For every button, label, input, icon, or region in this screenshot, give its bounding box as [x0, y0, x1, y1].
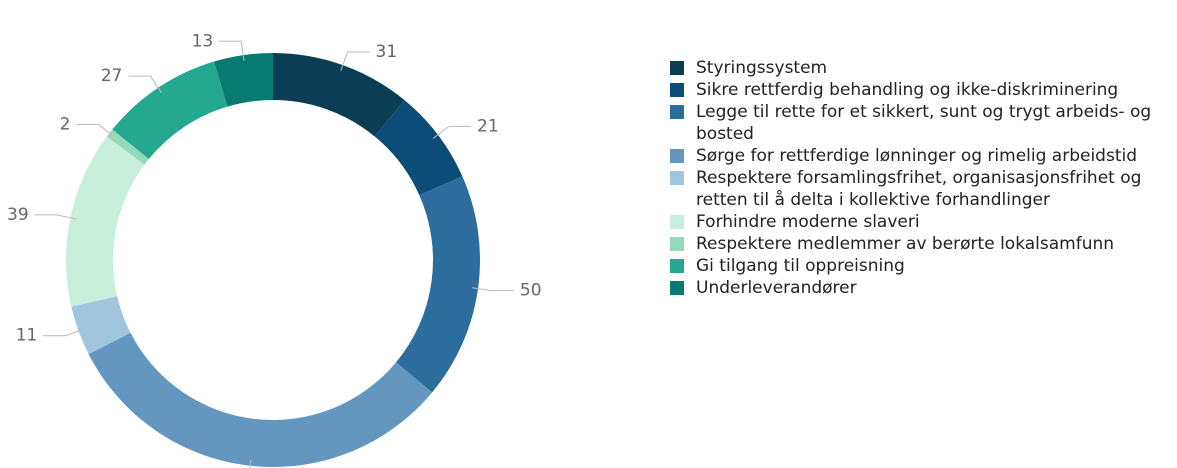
data-label: 50	[520, 281, 542, 301]
legend: Styringssystem Sikre rettferdig behandlin…	[670, 57, 1177, 299]
donut-slice	[66, 136, 145, 307]
legend-item: Gi tilgang til oppreisning	[670, 255, 1177, 277]
data-label: 27	[101, 66, 123, 86]
data-label: 21	[477, 116, 499, 136]
legend-swatch	[670, 215, 684, 229]
leader-line	[43, 328, 85, 337]
data-label: 39	[7, 205, 29, 225]
legend-label: Respektere medlemmer av berørte lokalsam…	[696, 234, 1115, 254]
donut-slice	[214, 53, 273, 107]
legend-item: Styringssystem	[670, 57, 1177, 79]
legend-swatch	[670, 105, 684, 119]
donut-slice	[88, 332, 433, 467]
leader-line	[340, 51, 370, 71]
donut-slice	[374, 100, 463, 196]
legend-swatch	[670, 83, 684, 97]
donut-slice	[106, 129, 149, 165]
legend-label: Legge til rette for et sikkert, sunt og …	[696, 102, 1152, 144]
leader-line	[471, 287, 514, 292]
legend-swatch	[670, 259, 684, 273]
legend-item: Respektere medlemmer av berørte lokalsam…	[670, 233, 1177, 255]
donut-slice	[273, 53, 405, 137]
legend-label: Underleverandører	[696, 278, 857, 298]
legend-label: Sikre rettferdig behandling og ikke-disk…	[696, 80, 1119, 100]
legend-swatch	[670, 237, 684, 251]
leader-line	[432, 125, 472, 139]
legend-swatch	[670, 149, 684, 163]
legend-item: Respektere forsamlingsfrihet, organisasj…	[670, 167, 1177, 211]
data-label: 31	[376, 42, 398, 62]
donut-slice	[112, 61, 228, 160]
data-label: 2	[60, 114, 71, 134]
donut-slice	[71, 296, 131, 355]
leader-line	[34, 214, 77, 220]
legend-label: Gi tilgang til oppreisning	[696, 256, 905, 276]
legend-swatch	[670, 281, 684, 295]
legend-label: Sørge for rettferdige lønninger og rimel…	[696, 146, 1138, 166]
legend-swatch	[670, 61, 684, 75]
donut-slice	[396, 176, 480, 393]
leader-line	[219, 40, 245, 62]
leader-line	[76, 123, 115, 138]
leader-line	[249, 459, 252, 468]
legend-label: Forhindre moderne slaveri	[696, 212, 920, 232]
legend-item: Forhindre moderne slaveri	[670, 211, 1177, 233]
legend-label: Respektere forsamlingsfrihet, organisasj…	[696, 168, 1142, 210]
data-label: 13	[192, 31, 214, 51]
legend-label: Styringssystem	[696, 58, 828, 78]
legend-item: Sikre rettferdig behandling og ikke-disk…	[670, 79, 1177, 101]
legend-swatch	[670, 171, 684, 185]
legend-item: Sørge for rettferdige lønninger og rimel…	[670, 145, 1177, 167]
data-label: 11	[16, 326, 38, 346]
legend-item: Legge til rette for et sikkert, sunt og …	[670, 101, 1177, 145]
leader-line	[128, 75, 162, 94]
legend-item: Underleverandører	[670, 277, 1177, 299]
